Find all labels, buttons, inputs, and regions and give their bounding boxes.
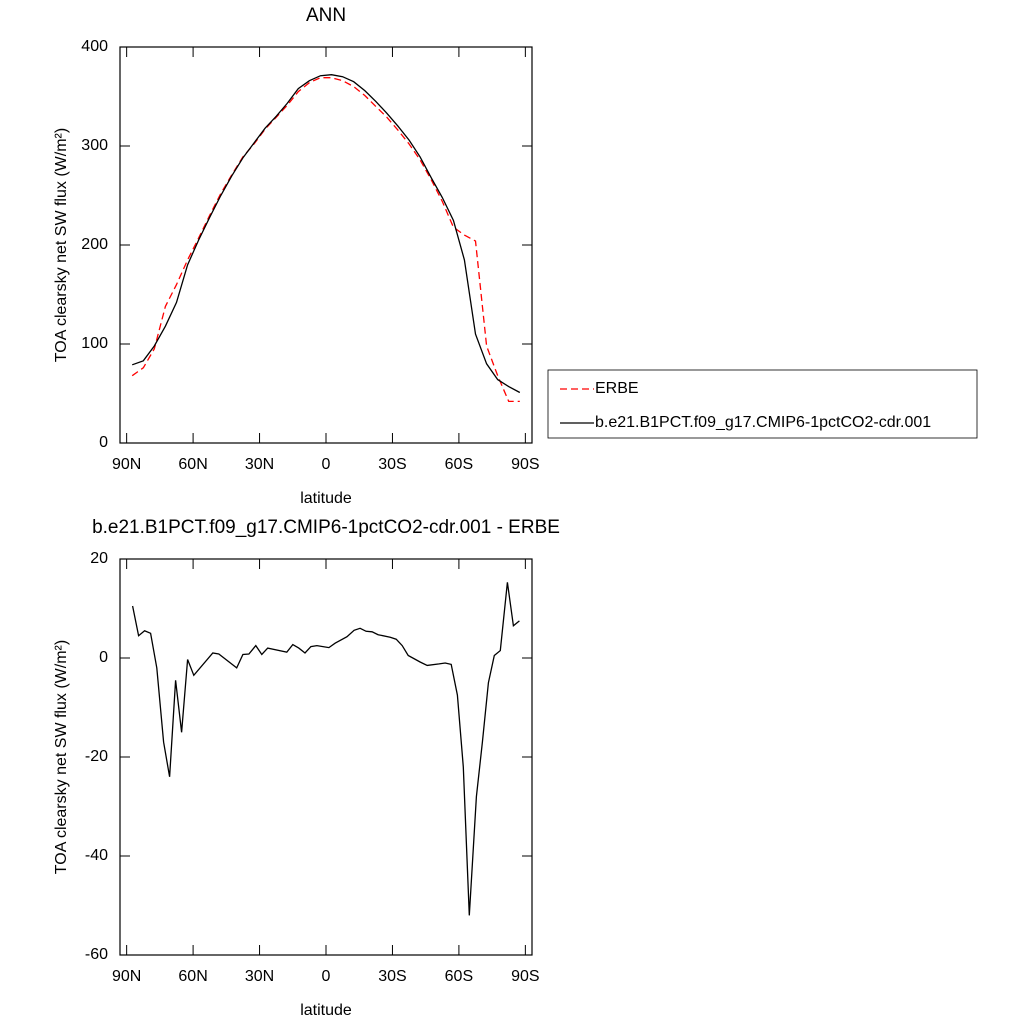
- x-tick-label: 90S: [511, 968, 539, 985]
- x-tick-label: 60N: [178, 968, 207, 985]
- legend: ERBE b.e21.B1PCT.f09_g17.CMIP6-1pctCO2-cd…: [547, 369, 978, 439]
- data-line: [131, 582, 520, 916]
- x-axis-label: latitude: [300, 490, 352, 507]
- x-tick-label: 90S: [511, 456, 539, 473]
- x-tick-label: 30S: [378, 456, 406, 473]
- y-tick-label: 100: [81, 335, 108, 352]
- data-line: [131, 74, 521, 394]
- legend-label: ERBE: [595, 380, 639, 397]
- x-tick-label: 60S: [445, 968, 473, 985]
- x-tick-label: 90N: [112, 968, 141, 985]
- y-tick-label: 0: [99, 434, 108, 451]
- x-tick-label: 30N: [245, 968, 274, 985]
- data-line: [131, 77, 520, 403]
- y-axis-label: TOA clearsky net SW flux (W/m²): [53, 640, 70, 874]
- x-axis-label: latitude: [300, 1002, 352, 1019]
- x-tick-label: 30N: [245, 456, 274, 473]
- y-tick-label: 200: [81, 236, 108, 253]
- y-tick-label: 20: [90, 550, 108, 567]
- x-tick-label: 30S: [378, 968, 406, 985]
- y-tick-label: -20: [85, 748, 108, 765]
- legend-label: b.e21.B1PCT.f09_g17.CMIP6-1pctCO2-cdr.00…: [595, 414, 931, 431]
- y-tick-label: -60: [85, 946, 108, 963]
- x-tick-label: 0: [322, 968, 331, 985]
- y-axis-label: TOA clearsky net SW flux (W/m²): [53, 128, 70, 362]
- plot-frame: [119, 46, 533, 444]
- x-tick-label: 60S: [445, 456, 473, 473]
- x-tick-label: 0: [322, 456, 331, 473]
- x-tick-label: 90N: [112, 456, 141, 473]
- plot-frame: [119, 558, 533, 956]
- chart-title: ANN: [306, 5, 346, 26]
- chart-title: b.e21.B1PCT.f09_g17.CMIP6-1pctCO2-cdr.00…: [92, 517, 560, 538]
- y-tick-label: -40: [85, 847, 108, 864]
- y-tick-label: 0: [99, 649, 108, 666]
- x-tick-label: 60N: [178, 456, 207, 473]
- legend-box: [547, 369, 978, 439]
- y-tick-label: 300: [81, 137, 108, 154]
- y-tick-label: 400: [81, 38, 108, 55]
